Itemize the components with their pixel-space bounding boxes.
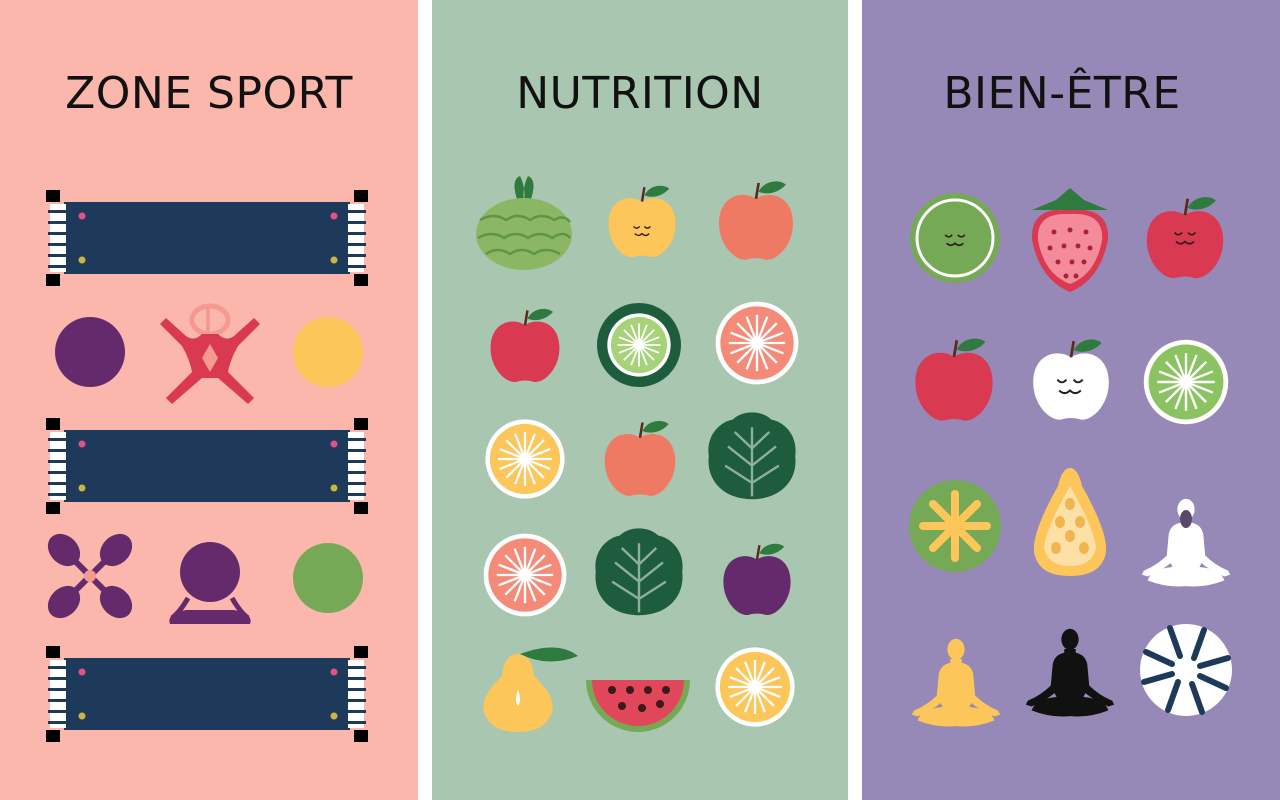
panel-nutrition: NUTRITION	[432, 0, 848, 800]
stretching-figure-icon	[160, 303, 260, 404]
lettuce-icon	[594, 527, 684, 617]
cabbage-icon	[476, 176, 572, 270]
grapefruit-slice-icon	[482, 532, 568, 618]
yellow-ball-icon	[293, 317, 363, 387]
purple-ball-icon	[55, 317, 125, 387]
kiwi-slice-icon	[909, 480, 1001, 572]
panel-wellbeing: BIEN-ÊTRE	[862, 0, 1280, 800]
exercise-mat-icon	[46, 646, 368, 742]
exercise-mat-icon	[46, 190, 368, 286]
smiling-lime-icon	[910, 193, 1000, 283]
watermelon-slice-icon	[586, 680, 690, 732]
blue-white-wheel-icon	[1140, 624, 1232, 716]
lime-slice-icon	[1142, 338, 1230, 426]
lettuce-icon	[707, 411, 797, 501]
grapefruit-slice-icon	[714, 300, 800, 386]
purple-ball-figure-icon	[169, 542, 251, 624]
strawberry-icon	[1031, 188, 1109, 292]
panel-title: NUTRITION	[516, 68, 763, 119]
pear-icon	[483, 647, 578, 732]
panel-title: ZONE SPORT	[65, 68, 353, 119]
flower-figure-icon	[47, 533, 133, 619]
panel-sport: ZONE SPORT	[0, 0, 418, 800]
panel-title: BIEN-ÊTRE	[943, 66, 1180, 119]
exercise-mat-icon	[46, 418, 368, 514]
orange-slice-icon	[714, 646, 796, 728]
meditating-person-icon	[1141, 498, 1231, 587]
green-ball-icon	[293, 543, 363, 613]
orange-slice-icon	[484, 418, 566, 500]
papaya-icon	[1033, 468, 1107, 576]
lime-slice-icon	[597, 303, 681, 387]
